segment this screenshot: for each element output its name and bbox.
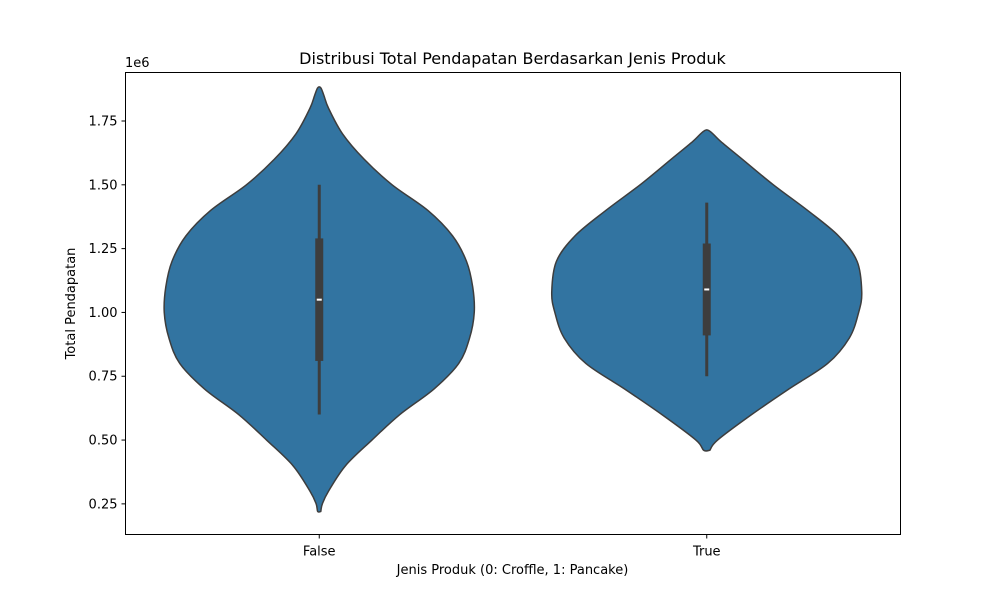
y-axis-label: Total Pendapatan <box>64 248 79 361</box>
y-tick-label: 0.75 <box>89 370 118 385</box>
x-axis: False True <box>303 534 721 560</box>
y-tick-label: 1.00 <box>89 306 118 321</box>
x-tick-label: False <box>303 545 336 560</box>
y-axis-offset-label: 1e6 <box>125 56 150 71</box>
y-tick-label: 0.25 <box>89 497 118 512</box>
chart-title: Distribusi Total Pendapatan Berdasarkan … <box>299 49 726 68</box>
violins-layer <box>163 86 863 513</box>
plot-frame <box>125 72 901 535</box>
y-tick-label: 1.75 <box>89 114 118 129</box>
x-axis-label: Jenis Produk (0: Croffle, 1: Pancake) <box>396 563 629 578</box>
y-tick-label: 1.25 <box>89 242 118 257</box>
y-axis: 0.25 0.50 0.75 1.00 1.25 1.50 1.75 <box>89 114 126 512</box>
y-tick-label: 0.50 <box>89 434 118 449</box>
y-tick-label: 1.50 <box>89 178 118 193</box>
x-tick-label: True <box>692 545 721 560</box>
